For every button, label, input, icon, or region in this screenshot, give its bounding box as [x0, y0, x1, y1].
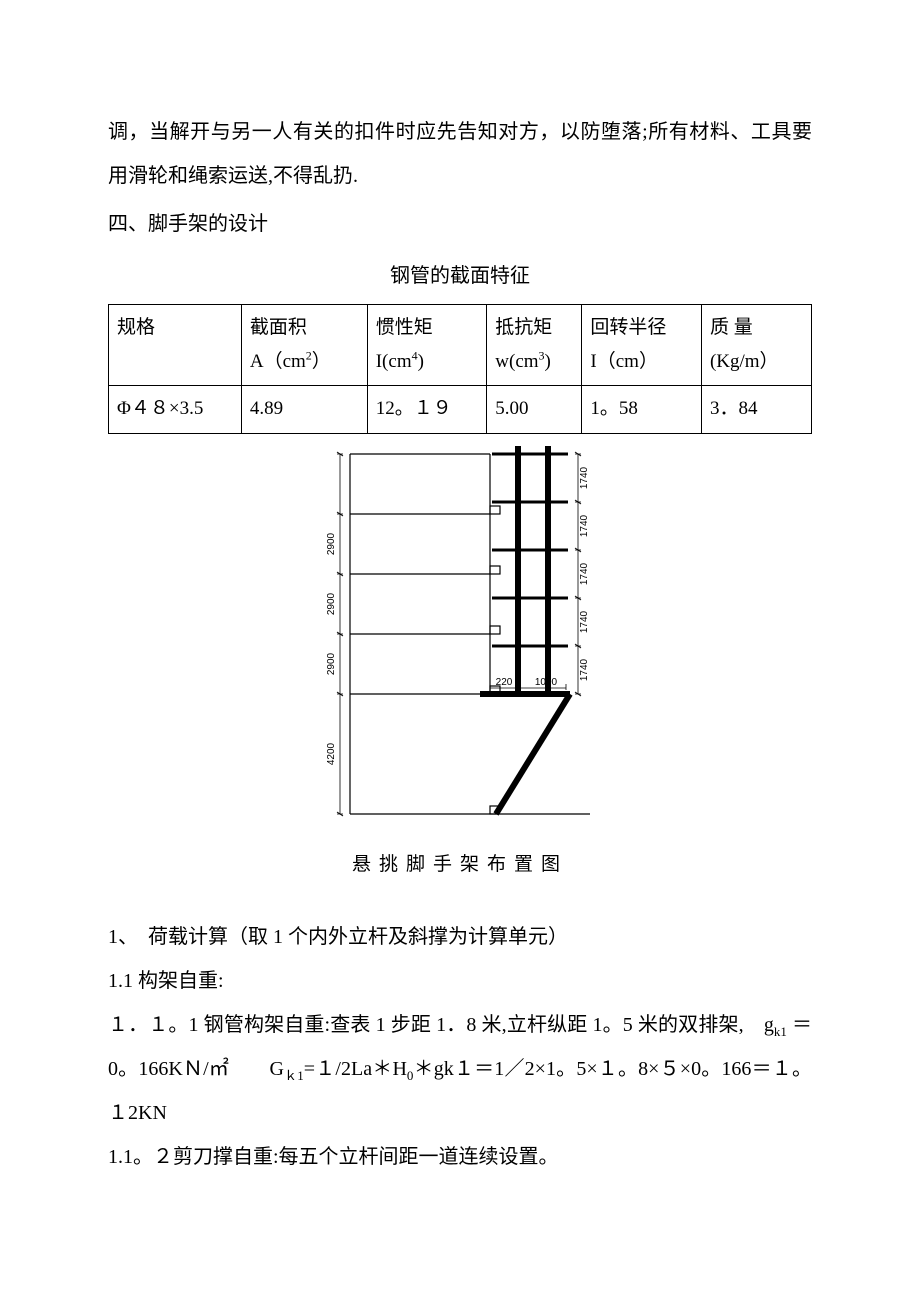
svg-text:4200: 4200 — [326, 742, 337, 765]
td-area: 4.89 — [241, 386, 367, 433]
td-spec: Φ４８×3.5 — [109, 386, 242, 433]
svg-text:1740: 1740 — [579, 658, 590, 681]
th-area: 截面积 A（cm2） — [241, 305, 367, 386]
th-resistance: 抵抗矩 w(cm3) — [487, 305, 582, 386]
svg-text:1740: 1740 — [579, 562, 590, 585]
svg-text:1740: 1740 — [579, 514, 590, 537]
th-area-pre: A（cm — [250, 351, 306, 372]
th-inertia-l1: 惯性矩 — [376, 317, 433, 338]
calc-heading-1: 1、 荷载计算（取 1 个内外立杆及斜撑为计算单元） — [108, 915, 812, 959]
th-radius: 回转半径 I（cm） — [582, 305, 702, 386]
calc-1-1-2: 1.1。２剪刀撑自重:每五个立杆间距一道连续设置。 — [108, 1135, 812, 1179]
th-radius-l1: 回转半径 — [590, 317, 666, 338]
scaffold-diagram-wrap: 2900 2900 2900 4200 1740 1740 1740 1740 1740 220 1… — [108, 444, 812, 886]
th-radius-l2: I（cm） — [590, 351, 658, 372]
th-mass-l1: 质 量 — [710, 317, 753, 338]
th-inertia: 惯性矩 I(cm4) — [367, 305, 487, 386]
table-data-row: Φ４８×3.5 4.89 12。１９ 5.00 1。58 3．84 — [109, 386, 812, 433]
th-mass-l2: (Kg/m） — [710, 351, 779, 372]
calc-1-1-1-sub: k1 — [774, 1024, 787, 1039]
svg-text:220: 220 — [496, 677, 513, 688]
scaffold-diagram: 2900 2900 2900 4200 1740 1740 1740 1740 1740 220 1… — [310, 444, 610, 824]
steel-pipe-table: 规格 截面积 A（cm2） 惯性矩 I(cm4) 抵抗矩 w(cm3) 回转半径… — [108, 304, 812, 434]
calc-heading-1-1: 1.1 构架自重: — [108, 959, 812, 1003]
td-resistance: 5.00 — [487, 386, 582, 433]
table-title: 钢管的截面特征 — [108, 254, 812, 298]
th-resistance-post: ) — [545, 351, 551, 372]
svg-text:2900: 2900 — [326, 592, 337, 615]
th-spec: 规格 — [109, 305, 242, 386]
calc-1-1-1-l4sub: ｋ1 — [284, 1068, 304, 1083]
th-area-l1: 截面积 — [250, 317, 307, 338]
intro-paragraph: 调，当解开与另一人有关的扣件时应先告知对方，以防堕落;所有材料、工具要用滑轮和绳… — [108, 110, 812, 198]
th-inertia-post: ) — [418, 351, 424, 372]
calc-1-1-1: １．１。1 钢管构架自重:查表 1 步距 1．8 米,立杆纵距 1。5 米的双排… — [108, 1003, 812, 1135]
svg-text:2900: 2900 — [326, 652, 337, 675]
td-inertia: 12。１９ — [367, 386, 487, 433]
svg-text:1000: 1000 — [535, 677, 558, 688]
calc-1-1-1-pre: １．１。1 钢管构架自重:查表 1 步距 1．8 米,立杆纵距 1。5 米的双排… — [108, 1014, 774, 1036]
th-spec-label: 规格 — [117, 317, 155, 338]
svg-text:2900: 2900 — [326, 532, 337, 555]
th-inertia-pre: I(cm — [376, 351, 412, 372]
svg-text:1740: 1740 — [579, 466, 590, 489]
th-resistance-pre: w(cm — [495, 351, 538, 372]
svg-text:1740: 1740 — [579, 610, 590, 633]
td-radius: 1。58 — [582, 386, 702, 433]
section-4-heading: 四、脚手架的设计 — [108, 202, 812, 246]
td-mass: 3．84 — [701, 386, 811, 433]
diagram-caption: 悬挑脚手架布置图 — [108, 844, 812, 886]
th-resistance-l1: 抵抗矩 — [495, 317, 552, 338]
table-header-row: 规格 截面积 A（cm2） 惯性矩 I(cm4) 抵抗矩 w(cm3) 回转半径… — [109, 305, 812, 386]
th-mass: 质 量 (Kg/m） — [701, 305, 811, 386]
th-area-post: ） — [312, 351, 331, 372]
calc-1-1-1-l4mid: =１/2La＊H — [304, 1058, 407, 1080]
